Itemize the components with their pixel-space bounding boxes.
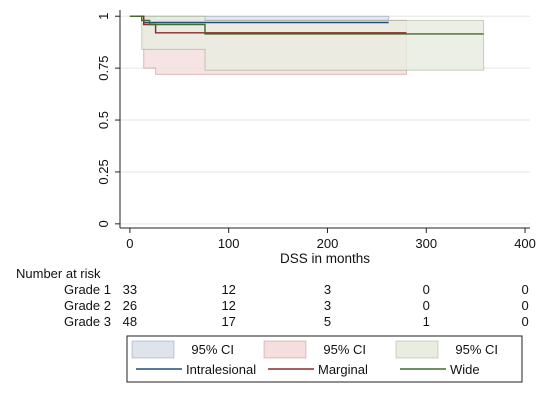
y-tick-label: 0.5 xyxy=(96,111,111,129)
survival-curves xyxy=(129,15,484,35)
risk-count: 33 xyxy=(123,282,137,297)
risk-count: 26 xyxy=(123,298,137,313)
risk-count: 3 xyxy=(324,298,331,313)
legend-series-label: Wide xyxy=(450,362,480,377)
curve-wide xyxy=(129,15,484,35)
risk-count: 3 xyxy=(324,282,331,297)
x-tick-label: 300 xyxy=(415,236,437,251)
y-tick-label: 0 xyxy=(96,220,111,227)
x-tick-label: 200 xyxy=(317,236,339,251)
ci-band-wide xyxy=(141,15,485,71)
risk-row-label: Grade 2 xyxy=(64,298,111,313)
risk-count: 1 xyxy=(423,314,430,329)
legend-ci-label: 95% CI xyxy=(191,342,234,357)
risk-count: 5 xyxy=(324,314,331,329)
y-tick-label: 1 xyxy=(96,13,111,20)
y-tick-label: 0.75 xyxy=(96,55,111,80)
legend: 95% CI Intralesional 95% CI Marginal 95% CI W… xyxy=(131,340,498,377)
risk-count: 17 xyxy=(221,314,235,329)
legend-series-label: Intralesional xyxy=(186,362,256,377)
x-axis-ticks: 0 100 200 300 400 xyxy=(126,228,536,251)
risk-count: 48 xyxy=(123,314,137,329)
x-axis-title: DSS in months xyxy=(280,251,370,266)
legend-box xyxy=(126,335,523,383)
risk-count: 0 xyxy=(521,282,528,297)
x-tick-label: 400 xyxy=(514,236,536,251)
risk-count: 0 xyxy=(521,298,528,313)
legend-series-label: Marginal xyxy=(318,362,368,377)
x-tick-label: 100 xyxy=(218,236,240,251)
y-tick-label: 0.25 xyxy=(96,159,111,184)
risk-count: 12 xyxy=(221,282,235,297)
risk-count: 0 xyxy=(521,314,528,329)
y-axis-ticks: 0 0.25 0.5 0.75 1 xyxy=(96,13,120,227)
x-tick-label: 0 xyxy=(126,236,133,251)
risk-count: 0 xyxy=(423,282,430,297)
risk-count: 0 xyxy=(423,298,430,313)
risk-row-label: Grade 3 xyxy=(64,314,111,329)
legend-ci-swatch xyxy=(395,340,439,359)
legend-ci-label: 95% CI xyxy=(455,342,498,357)
legend-ci-label: 95% CI xyxy=(323,342,366,357)
risk-count: 12 xyxy=(221,298,235,313)
legend-ci-swatch xyxy=(263,340,307,359)
risk-row-label: Grade 1 xyxy=(64,282,111,297)
legend-ci-swatch xyxy=(131,340,175,359)
risk-table-title: Number at risk xyxy=(16,266,101,281)
